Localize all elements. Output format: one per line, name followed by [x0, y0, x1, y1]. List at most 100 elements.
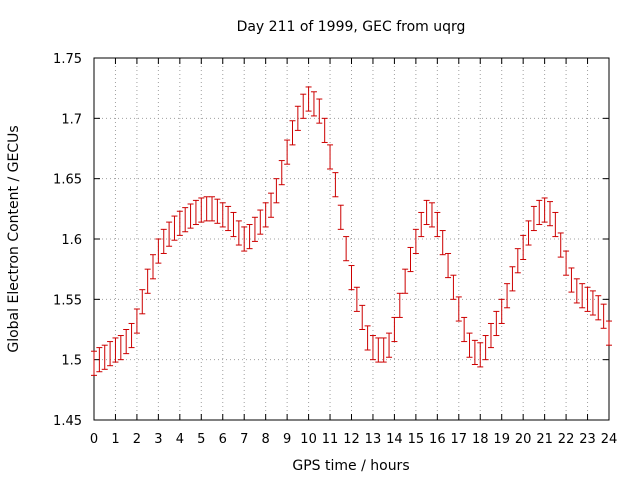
data-point — [445, 252, 452, 279]
x-tick-label: 6 — [219, 432, 227, 447]
data-point — [504, 283, 511, 309]
grid-lines — [94, 58, 609, 420]
data-point — [262, 202, 269, 228]
data-point — [321, 117, 328, 143]
data-point — [251, 216, 258, 242]
data-point — [96, 347, 103, 373]
data-point — [498, 298, 505, 324]
data-point — [369, 335, 376, 361]
data-point — [391, 316, 398, 343]
x-tick-label: 16 — [429, 432, 446, 447]
x-tick-label: 0 — [90, 432, 98, 447]
chart-title: Day 211 of 1999, GEC from uqrg — [237, 19, 466, 35]
data-point — [337, 204, 344, 230]
data-point — [91, 350, 97, 376]
data-point — [316, 98, 323, 124]
data-point — [525, 220, 532, 246]
x-axis-label: GPS time / hours — [292, 458, 409, 474]
x-tick-label: 15 — [408, 432, 425, 447]
data-point — [187, 203, 194, 229]
data-point — [455, 296, 462, 322]
data-point — [123, 329, 130, 355]
data-point — [530, 205, 537, 232]
x-tick-label: 13 — [365, 432, 382, 447]
data-points — [91, 86, 612, 376]
data-point — [219, 202, 226, 228]
data-point — [166, 221, 173, 247]
data-point — [139, 289, 146, 315]
data-point — [107, 341, 114, 367]
x-tick-label: 24 — [601, 432, 618, 447]
data-point — [407, 246, 414, 273]
data-point — [310, 91, 317, 117]
x-tick-label: 12 — [343, 432, 360, 447]
data-point — [573, 278, 580, 304]
data-point — [203, 196, 210, 222]
x-tick-label: 22 — [558, 432, 575, 447]
x-tick-label: 23 — [579, 432, 596, 447]
x-tick-label: 5 — [197, 432, 205, 447]
x-tick-label: 11 — [322, 432, 339, 447]
data-point — [466, 332, 473, 358]
data-point — [434, 211, 441, 238]
data-point — [144, 268, 151, 294]
data-point — [579, 283, 586, 309]
data-point — [402, 268, 409, 294]
data-point — [595, 295, 602, 321]
x-tick-label: 9 — [283, 432, 291, 447]
data-point — [482, 335, 489, 361]
data-point — [160, 228, 167, 254]
data-point — [117, 335, 124, 361]
data-point — [241, 226, 248, 252]
data-point — [133, 308, 140, 334]
data-point — [557, 232, 564, 258]
data-point — [176, 210, 183, 236]
data-point — [289, 120, 296, 146]
data-point — [471, 339, 478, 365]
data-point — [171, 215, 178, 241]
data-point — [327, 144, 334, 170]
x-tick-label: 17 — [451, 432, 468, 447]
data-point — [230, 211, 237, 238]
data-point — [493, 310, 500, 337]
y-tick-label: 1.65 — [53, 173, 82, 188]
x-tick-label: 1 — [111, 432, 119, 447]
data-point — [552, 211, 559, 238]
data-point — [546, 201, 553, 227]
x-tick-label: 19 — [493, 432, 510, 447]
data-point — [477, 342, 484, 368]
data-point — [461, 316, 468, 343]
data-point — [600, 303, 607, 329]
data-point — [428, 202, 435, 228]
data-point — [112, 337, 119, 363]
data-point — [439, 230, 446, 256]
data-point — [418, 211, 425, 238]
data-point — [584, 286, 591, 312]
data-point — [300, 93, 307, 119]
data-point — [520, 234, 527, 261]
data-point — [364, 325, 371, 351]
data-point — [332, 172, 339, 198]
x-tick-label: 4 — [176, 432, 184, 447]
data-point — [150, 254, 157, 280]
data-point — [568, 267, 575, 293]
data-point — [487, 322, 494, 349]
data-point — [246, 224, 253, 250]
y-tick-label: 1.6 — [61, 233, 82, 248]
axis-ticks: 0 1 2 3 4 5 6 7 8 9 10 11 12 13 14 15 16 17 18 19 20 21 22 23 24… — [53, 52, 617, 447]
x-tick-label: 8 — [262, 432, 270, 447]
y-tick-label: 1.75 — [53, 52, 82, 67]
data-point — [284, 139, 291, 165]
x-tick-label: 7 — [240, 432, 248, 447]
data-point — [412, 228, 419, 254]
data-point — [353, 286, 360, 312]
data-point — [235, 220, 242, 246]
data-point — [450, 274, 457, 300]
data-point — [101, 344, 108, 370]
data-point — [563, 250, 570, 276]
data-point — [214, 198, 221, 224]
data-point — [128, 322, 135, 349]
data-point — [536, 199, 543, 226]
x-tick-label: 20 — [515, 432, 532, 447]
